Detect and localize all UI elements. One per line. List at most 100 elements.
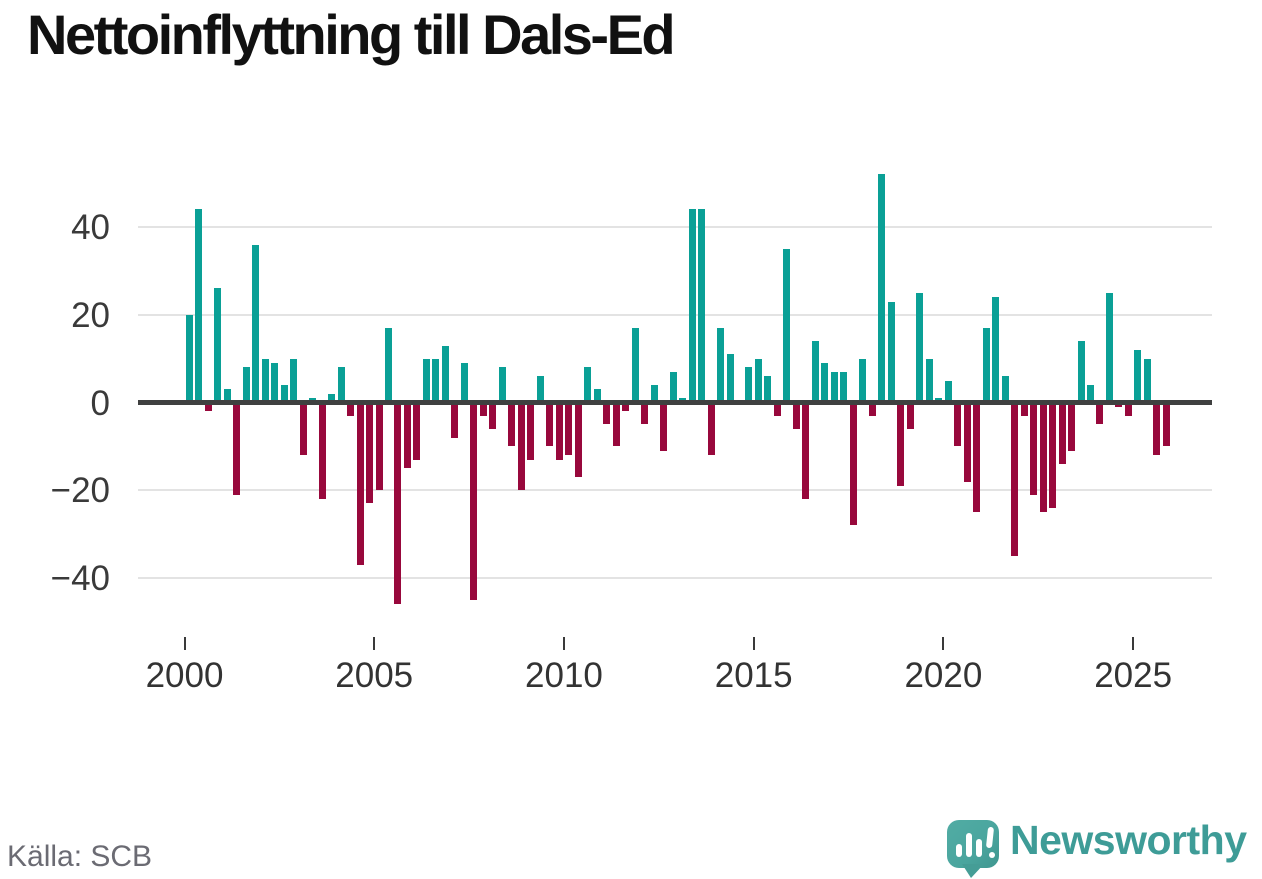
bar-2023Q1 [1058, 402, 1066, 464]
logo-bar-chart-icon [966, 833, 972, 857]
bar-2000Q3 [204, 402, 212, 412]
bar-2007Q4 [479, 402, 487, 416]
gridline--20 [138, 489, 1212, 492]
bar-2017Q4 [859, 358, 867, 403]
x-tick-label: 2025 [1094, 656, 1173, 695]
zero-baseline [138, 400, 1212, 405]
source-caption: Källa: SCB [7, 840, 153, 873]
bar-2015Q1 [754, 358, 762, 403]
bar-2020Q2 [954, 402, 962, 447]
bar-2021Q3 [1001, 376, 1009, 403]
bar-2010Q4 [593, 389, 601, 403]
bar-2014Q2 [726, 354, 734, 403]
speech-bubble-tail [962, 864, 984, 878]
gridline-20 [138, 313, 1212, 316]
logo-bar-chart-icon [976, 839, 982, 857]
bar-2006Q1 [413, 402, 421, 460]
bar-2012Q3 [660, 402, 668, 451]
bar-2021Q4 [1011, 402, 1019, 557]
x-tick-label: 2000 [145, 656, 224, 695]
bar-2000Q4 [214, 288, 222, 403]
chart-title: Nettoinflyttning till Dals-Ed [27, 3, 676, 66]
bar-2018Q2 [878, 174, 886, 403]
bar-2003Q3 [318, 402, 326, 499]
bar-2003Q1 [299, 402, 307, 456]
bar-2022Q2 [1030, 402, 1037, 495]
bar-2020Q4 [973, 402, 981, 513]
bar-2007Q3 [470, 402, 478, 600]
bar-2008Q2 [498, 367, 506, 403]
bar-2014Q1 [717, 327, 724, 403]
y-tick-label: 40 [71, 208, 110, 247]
bar-2011Q1 [603, 402, 611, 425]
bar-2025Q4 [1162, 402, 1170, 447]
bar-2024Q2 [1105, 292, 1113, 403]
y-tick-label: 20 [71, 295, 110, 335]
bar-2001Q1 [223, 389, 231, 403]
x-axis-tick [562, 637, 565, 650]
bar-2011Q2 [612, 402, 620, 447]
x-axis-tick [183, 637, 186, 650]
bar-2015Q3 [773, 402, 781, 416]
bar-2002Q3 [280, 384, 288, 403]
bar-2006Q3 [432, 358, 440, 403]
bar-2002Q4 [290, 358, 298, 403]
bar-2021Q1 [982, 327, 990, 403]
bar-2004Q3 [356, 402, 364, 565]
bar-2008Q4 [517, 402, 525, 491]
y-tick-label: −40 [50, 559, 110, 598]
bar-2019Q1 [906, 402, 914, 429]
bar-2017Q3 [849, 402, 857, 526]
bar-2022Q1 [1020, 402, 1028, 416]
bar-2010Q2 [574, 402, 582, 478]
gridline--40 [138, 577, 1212, 579]
bar-2008Q1 [489, 402, 497, 429]
bar-2007Q2 [460, 363, 468, 403]
bar-2010Q1 [565, 402, 573, 456]
bar-2021Q2 [992, 297, 1000, 403]
logo-bar-chart-icon [956, 844, 962, 857]
bar-2006Q4 [441, 345, 449, 403]
bar-2023Q3 [1077, 341, 1085, 403]
bar-2024Q1 [1096, 402, 1104, 425]
bar-2019Q2 [916, 292, 924, 403]
bar-2023Q4 [1087, 384, 1094, 403]
bar-2006Q2 [422, 358, 430, 403]
x-tick-label: 2015 [714, 656, 793, 695]
bar-2005Q1 [375, 402, 383, 491]
bar-2004Q4 [366, 402, 373, 504]
bar-2009Q4 [555, 402, 563, 460]
bar-2002Q2 [271, 363, 279, 403]
bar-2002Q1 [261, 358, 269, 403]
bar-2016Q1 [792, 402, 800, 429]
logo-exclamation-icon [989, 852, 995, 858]
bar-2016Q4 [821, 363, 829, 403]
x-axis-tick [942, 637, 945, 650]
bar-2024Q4 [1124, 402, 1132, 416]
bar-2003Q4 [328, 393, 335, 403]
bar-2018Q3 [887, 301, 895, 403]
bar-2017Q1 [830, 371, 838, 403]
bar-2009Q1 [527, 402, 535, 460]
bar-2013Q2 [688, 209, 696, 403]
bar-2011Q3 [622, 402, 630, 412]
x-axis-tick [752, 637, 755, 650]
bar-2000Q1 [185, 314, 193, 403]
bar-2016Q3 [811, 341, 819, 403]
bar-2017Q2 [840, 371, 848, 403]
bar-2025Q2 [1143, 358, 1151, 403]
bar-2014Q4 [745, 367, 753, 403]
bar-2018Q1 [868, 402, 876, 416]
bar-2004Q1 [337, 367, 345, 403]
bar-2019Q3 [925, 358, 933, 403]
x-tick-label: 2005 [335, 656, 414, 695]
bar-2008Q3 [508, 402, 516, 447]
bar-2001Q2 [233, 402, 241, 495]
x-tick-label: 2020 [904, 656, 983, 695]
bar-2022Q3 [1039, 402, 1047, 513]
y-tick-label: −20 [50, 471, 110, 511]
bar-2022Q4 [1049, 402, 1056, 508]
bar-2010Q3 [584, 367, 592, 403]
bar-2015Q4 [783, 248, 791, 403]
